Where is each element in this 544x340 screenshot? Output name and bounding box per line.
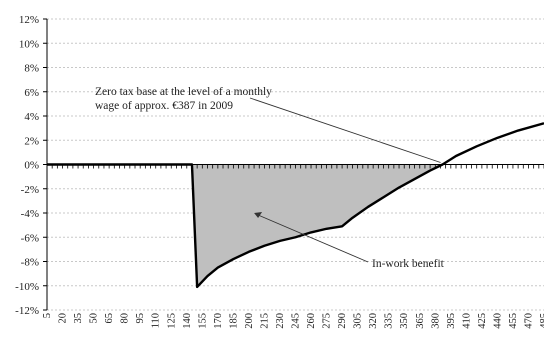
y-tick-label: -8% <box>21 257 39 269</box>
annotation-leader-in-work-benefit <box>257 214 369 263</box>
x-tick-label: 215 <box>259 313 270 329</box>
y-tick-label: 10% <box>19 38 39 50</box>
y-tick-label: -4% <box>21 208 39 220</box>
series-layer <box>47 122 544 289</box>
x-tick-label: 410 <box>461 313 472 329</box>
x-tick-label: 230 <box>275 313 286 329</box>
x-tick-label: 260 <box>306 313 317 329</box>
y-tick-label: 4% <box>24 111 39 123</box>
y-tick-label: 8% <box>24 63 39 75</box>
series-line <box>47 122 544 289</box>
x-tick-label: 245 <box>291 313 302 329</box>
x-tick-label: 65 <box>104 313 115 324</box>
x-tick-label: 305 <box>353 313 364 329</box>
x-tick-label: 350 <box>399 313 410 329</box>
shaded-region-in-work-benefit <box>191 164 443 287</box>
y-tick-label: 0% <box>24 160 39 172</box>
x-tick-label: 425 <box>477 313 488 329</box>
y-tick-label: -6% <box>21 232 39 244</box>
x-tick-label: 365 <box>415 313 426 329</box>
x-tick-label: 50 <box>89 313 100 324</box>
x-tick-label: 320 <box>368 313 379 329</box>
annotation-zero-tax-line1: Zero tax base at the level of a monthly <box>95 86 272 98</box>
x-tick-label: 170 <box>213 313 224 329</box>
x-tick-label: 5 <box>42 313 53 318</box>
x-tick-label: 95 <box>135 313 146 324</box>
x-tick-label: 440 <box>492 313 503 329</box>
y-tick-label: 2% <box>24 135 39 147</box>
x-tick-label: 395 <box>446 313 457 329</box>
annotation-leader-zero-tax <box>249 97 441 163</box>
y-tick-labels: 12% 10% 8% 6% 4% 2% 0% -2% -4% -6% -8% -10% -12% <box>15 14 39 317</box>
annotation-in-work-benefit: In-work benefit <box>372 258 445 270</box>
x-tick-label: 20 <box>58 313 69 324</box>
x-tick-label: 125 <box>166 313 177 329</box>
y-tick-label: 6% <box>24 87 39 99</box>
x-tick-label: 110 <box>151 313 162 328</box>
x-tick-labels: 5 20 35 50 65 80 95 110 125 140 155 170 185 200 215 230… <box>42 313 544 329</box>
y-tick-label: -10% <box>15 281 39 293</box>
x-tick-label: 380 <box>430 313 441 329</box>
annotation-zero-tax-line2: wage of approx. €387 in 2009 <box>95 100 233 112</box>
x-tick-label: 335 <box>384 313 395 329</box>
x-tick-label: 140 <box>182 313 193 329</box>
y-tick-label: -12% <box>15 305 39 317</box>
y-tick-label: 12% <box>19 14 39 26</box>
x-tick-label: 470 <box>523 313 534 329</box>
x-tick-label: 485 <box>539 313 544 329</box>
y-tick-label: -2% <box>21 184 39 196</box>
x-tick-label: 290 <box>337 313 348 329</box>
x-tick-label: 200 <box>244 313 255 329</box>
x-tick-label: 35 <box>73 313 84 324</box>
annotations: Zero tax base at the level of a monthly … <box>95 86 445 270</box>
x-tick-label: 185 <box>228 313 239 329</box>
annotation-arrowhead <box>254 212 263 218</box>
x-tick-label: 455 <box>508 313 519 329</box>
x-tick-label: 155 <box>197 313 208 329</box>
shaded-area-layer <box>191 164 443 287</box>
x-tick-label: 80 <box>120 313 131 324</box>
x-tick-label: 275 <box>322 313 333 329</box>
